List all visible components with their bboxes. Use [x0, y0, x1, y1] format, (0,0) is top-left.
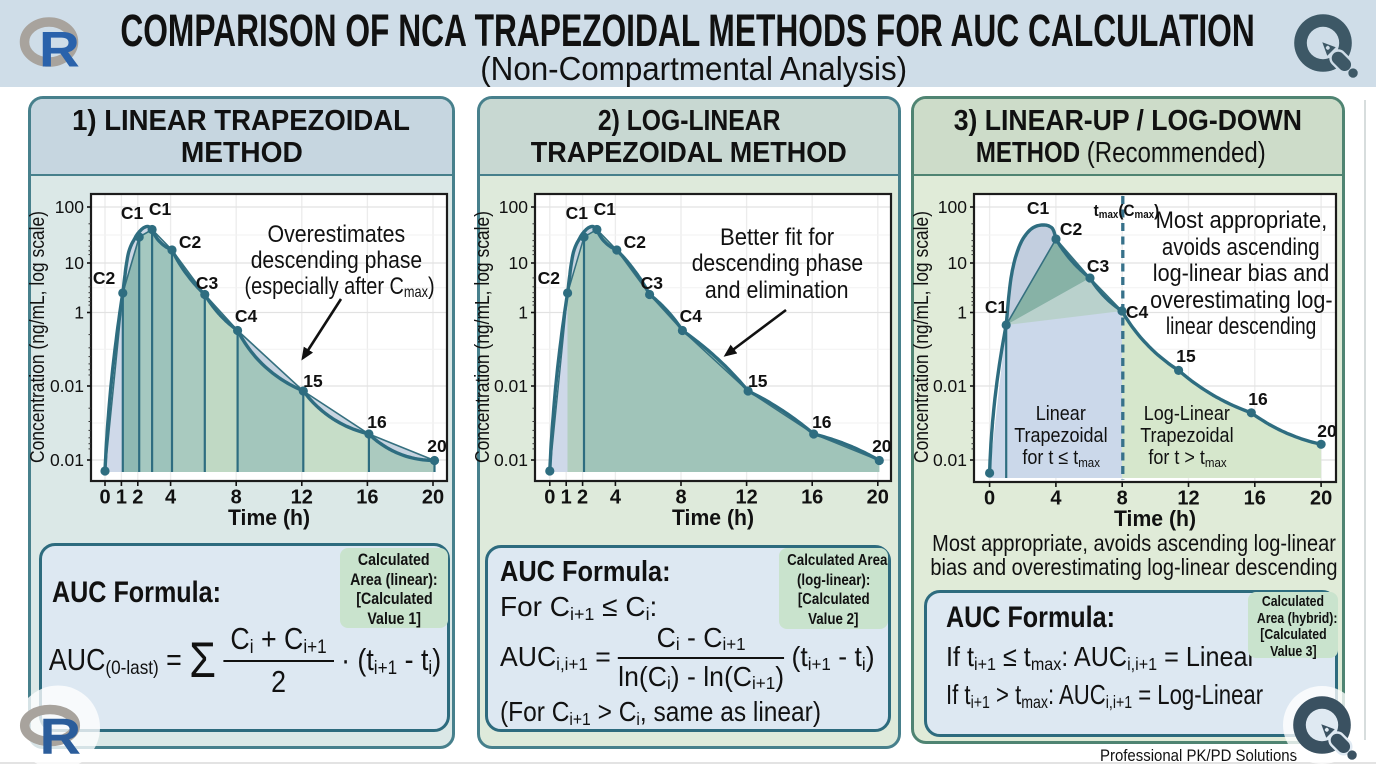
svg-text:C4: C4 [680, 306, 703, 326]
svg-text:10: 10 [509, 253, 529, 273]
svg-text:C3: C3 [1087, 256, 1110, 276]
svg-text:4: 4 [1050, 488, 1062, 510]
svg-text:8: 8 [675, 487, 686, 509]
svg-text:2: 2 [132, 487, 143, 509]
svg-text:15: 15 [303, 371, 323, 391]
svg-text:C1: C1 [149, 199, 172, 219]
svg-text:20: 20 [872, 436, 892, 456]
svg-text:20: 20 [427, 436, 447, 456]
svg-text:15: 15 [748, 371, 768, 391]
svg-text:C1: C1 [121, 203, 144, 223]
svg-text:0.01: 0.01 [933, 450, 967, 470]
svg-text:C2: C2 [624, 232, 647, 252]
svg-text:C3: C3 [196, 273, 219, 293]
svg-text:12: 12 [735, 487, 757, 509]
svg-text:20: 20 [422, 487, 444, 509]
svg-text:16: 16 [812, 412, 832, 432]
svg-text:Time (h): Time (h) [1114, 506, 1196, 531]
svg-text:C3: C3 [641, 273, 664, 293]
svg-text:4: 4 [165, 487, 177, 509]
svg-text:C2: C2 [538, 268, 561, 288]
svg-text:Time (h): Time (h) [672, 505, 754, 530]
svg-text:16: 16 [1248, 389, 1268, 409]
svg-text:100: 100 [499, 197, 528, 217]
svg-text:C2: C2 [179, 232, 202, 252]
svg-text:16: 16 [356, 487, 378, 509]
svg-text:0.01: 0.01 [494, 450, 528, 470]
svg-text:1: 1 [74, 303, 84, 323]
svg-text:12: 12 [291, 487, 313, 509]
svg-text:10: 10 [65, 253, 85, 273]
svg-text:16: 16 [801, 487, 823, 509]
svg-text:R: R [40, 708, 82, 765]
svg-text:0.01: 0.01 [50, 376, 84, 396]
svg-text:2: 2 [577, 487, 588, 509]
svg-text:C4: C4 [235, 306, 258, 326]
svg-text:1: 1 [957, 303, 967, 323]
svg-text:C1: C1 [985, 297, 1008, 317]
svg-text:16: 16 [1244, 488, 1266, 510]
svg-text:0: 0 [544, 487, 555, 509]
svg-text:20: 20 [1310, 488, 1332, 510]
svg-text:0.01: 0.01 [50, 450, 84, 470]
svg-text:C1: C1 [566, 203, 589, 223]
svg-text:20: 20 [867, 487, 889, 509]
svg-text:Concentration (ng/mL, log scal: Concentration (ng/mL, log scale) [27, 211, 49, 463]
svg-text:10: 10 [948, 253, 968, 273]
svg-text:0.01: 0.01 [494, 376, 528, 396]
svg-text:8: 8 [231, 487, 242, 509]
svg-text:100: 100 [938, 197, 967, 217]
svg-text:Concentration (ng/mL, log scal: Concentration (ng/mL, log scale) [472, 211, 494, 463]
svg-text:R: R [39, 22, 80, 77]
svg-text:0.01: 0.01 [933, 376, 967, 396]
svg-text:8: 8 [1117, 488, 1128, 510]
svg-text:20: 20 [1317, 421, 1337, 441]
svg-text:1: 1 [116, 487, 127, 509]
svg-text:0: 0 [984, 488, 995, 510]
svg-text:4: 4 [610, 487, 622, 509]
svg-text:C4: C4 [1126, 302, 1149, 322]
svg-text:Time (h): Time (h) [228, 505, 310, 530]
svg-text:1: 1 [518, 303, 528, 323]
svg-text:C2: C2 [1060, 219, 1083, 239]
svg-text:C2: C2 [93, 268, 116, 288]
svg-text:C1: C1 [1027, 198, 1050, 218]
svg-text:Concentration (ng/mL, log scal: Concentration (ng/mL, log scale) [911, 211, 933, 463]
svg-text:C1: C1 [594, 199, 617, 219]
svg-text:15: 15 [1176, 346, 1196, 366]
svg-text:1: 1 [561, 487, 572, 509]
svg-text:0: 0 [99, 487, 110, 509]
svg-text:16: 16 [367, 412, 387, 432]
svg-text:100: 100 [55, 197, 84, 217]
svg-text:12: 12 [1177, 488, 1199, 510]
